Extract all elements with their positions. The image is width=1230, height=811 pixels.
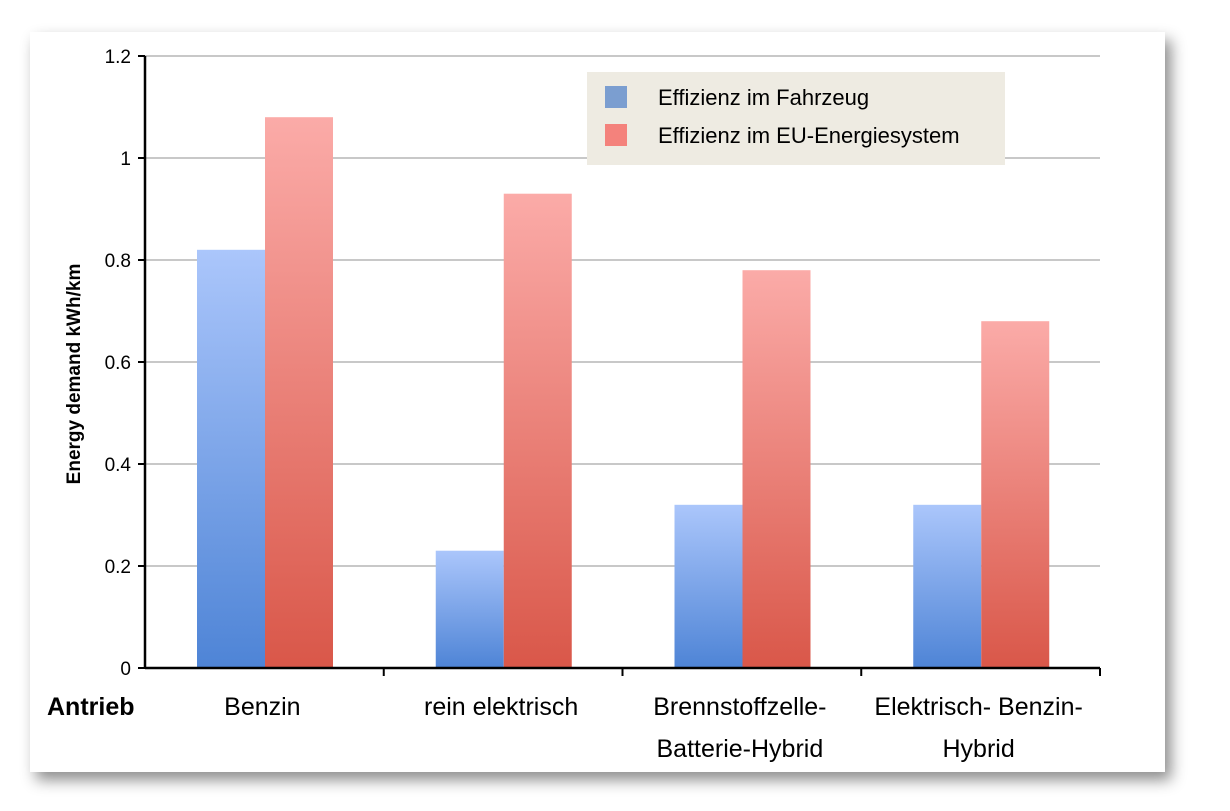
y-tick-label: 0.4 xyxy=(105,455,132,476)
legend-swatch xyxy=(605,124,627,146)
legend-swatch xyxy=(605,86,627,108)
x-tick-label: Batterie-Hybrid xyxy=(657,735,824,763)
y-axis-title: Energy demand kWh/km xyxy=(64,264,85,485)
bar xyxy=(435,550,504,668)
y-tick-label: 1.2 xyxy=(105,47,131,68)
chart-card: 0 0.2 0.4 0.6 0.8 1 1.2 Benzin rein elektrisch Br… xyxy=(30,32,1165,772)
bar xyxy=(197,249,265,669)
legend: Effizienz im Fahrzeug Effizienz im EU-Ene… xyxy=(587,72,1005,165)
axes xyxy=(138,55,1101,676)
bar xyxy=(981,321,1050,668)
x-tick-label: Brennstoffzelle- xyxy=(653,693,826,721)
labels: 0 0.2 0.4 0.6 0.8 1 1.2 Benzin rein elektrisch Br… xyxy=(47,47,1083,763)
y-tick-label: 0.8 xyxy=(105,251,131,272)
y-tick-label: 0.6 xyxy=(105,353,131,374)
legend-box xyxy=(587,72,1005,165)
bar-chart: 0 0.2 0.4 0.6 0.8 1 1.2 Benzin rein elektrisch Br… xyxy=(47,47,1101,763)
y-tick-label: 1 xyxy=(120,149,131,170)
bar xyxy=(503,193,572,668)
y-tick-label: 0.2 xyxy=(105,557,131,578)
bar xyxy=(913,504,982,668)
bar xyxy=(265,117,333,668)
y-tick-label: 0 xyxy=(120,659,131,680)
legend-label: Effizienz im Fahrzeug xyxy=(658,85,869,110)
x-tick-label: Benzin xyxy=(224,693,300,721)
bars xyxy=(197,117,1050,669)
x-axis-title: Antrieb xyxy=(47,693,135,721)
x-tick-label: Hybrid xyxy=(943,735,1015,763)
x-tick-label: rein elektrisch xyxy=(424,693,578,721)
legend-label: Effizienz im EU-Energiesystem xyxy=(658,123,960,148)
bar xyxy=(742,270,811,668)
x-tick-label: Elektrisch- Benzin- xyxy=(874,693,1082,721)
bar xyxy=(674,504,743,668)
